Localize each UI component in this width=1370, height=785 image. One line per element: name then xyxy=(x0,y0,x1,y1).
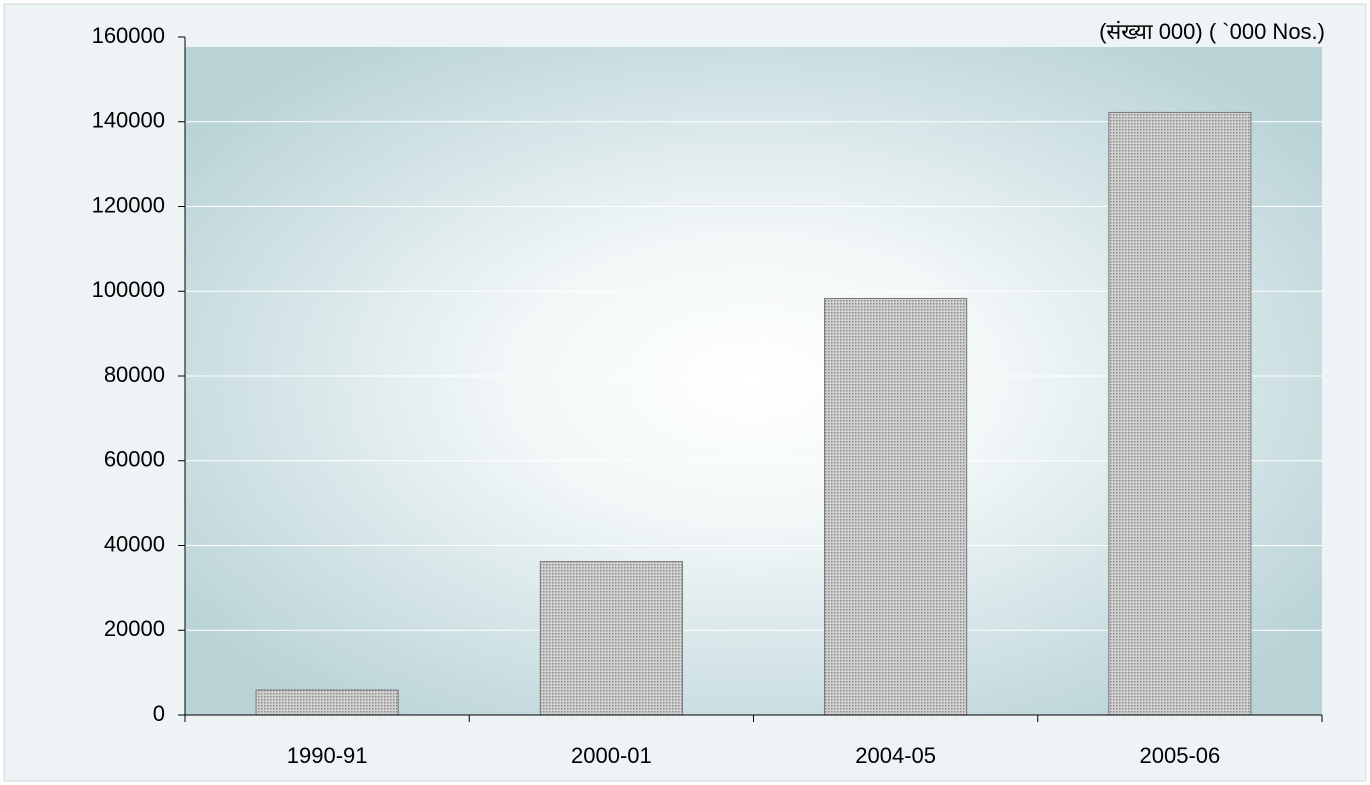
y-tick-label: 140000 xyxy=(92,108,165,133)
x-tick-label: 2005-06 xyxy=(1140,743,1221,768)
y-tick-label: 60000 xyxy=(104,447,165,472)
unit-annotation: (संख्या 000) ( `000 Nos.) xyxy=(1099,19,1325,44)
y-tick-label: 120000 xyxy=(92,192,165,217)
x-tick-label: 2004-05 xyxy=(855,743,936,768)
y-tick-label: 80000 xyxy=(104,362,165,387)
y-tick-label: 100000 xyxy=(92,277,165,302)
x-tick-label: 1990-91 xyxy=(287,743,368,768)
x-tick-label: 2000-01 xyxy=(571,743,652,768)
bar xyxy=(824,297,968,716)
y-tick-label: 20000 xyxy=(104,616,165,641)
y-tick-label: 160000 xyxy=(92,23,165,48)
bar xyxy=(255,689,399,716)
bar xyxy=(1108,111,1252,716)
y-tick-label: 40000 xyxy=(104,531,165,556)
bar xyxy=(539,561,683,716)
y-tick-label: 0 xyxy=(153,701,165,726)
